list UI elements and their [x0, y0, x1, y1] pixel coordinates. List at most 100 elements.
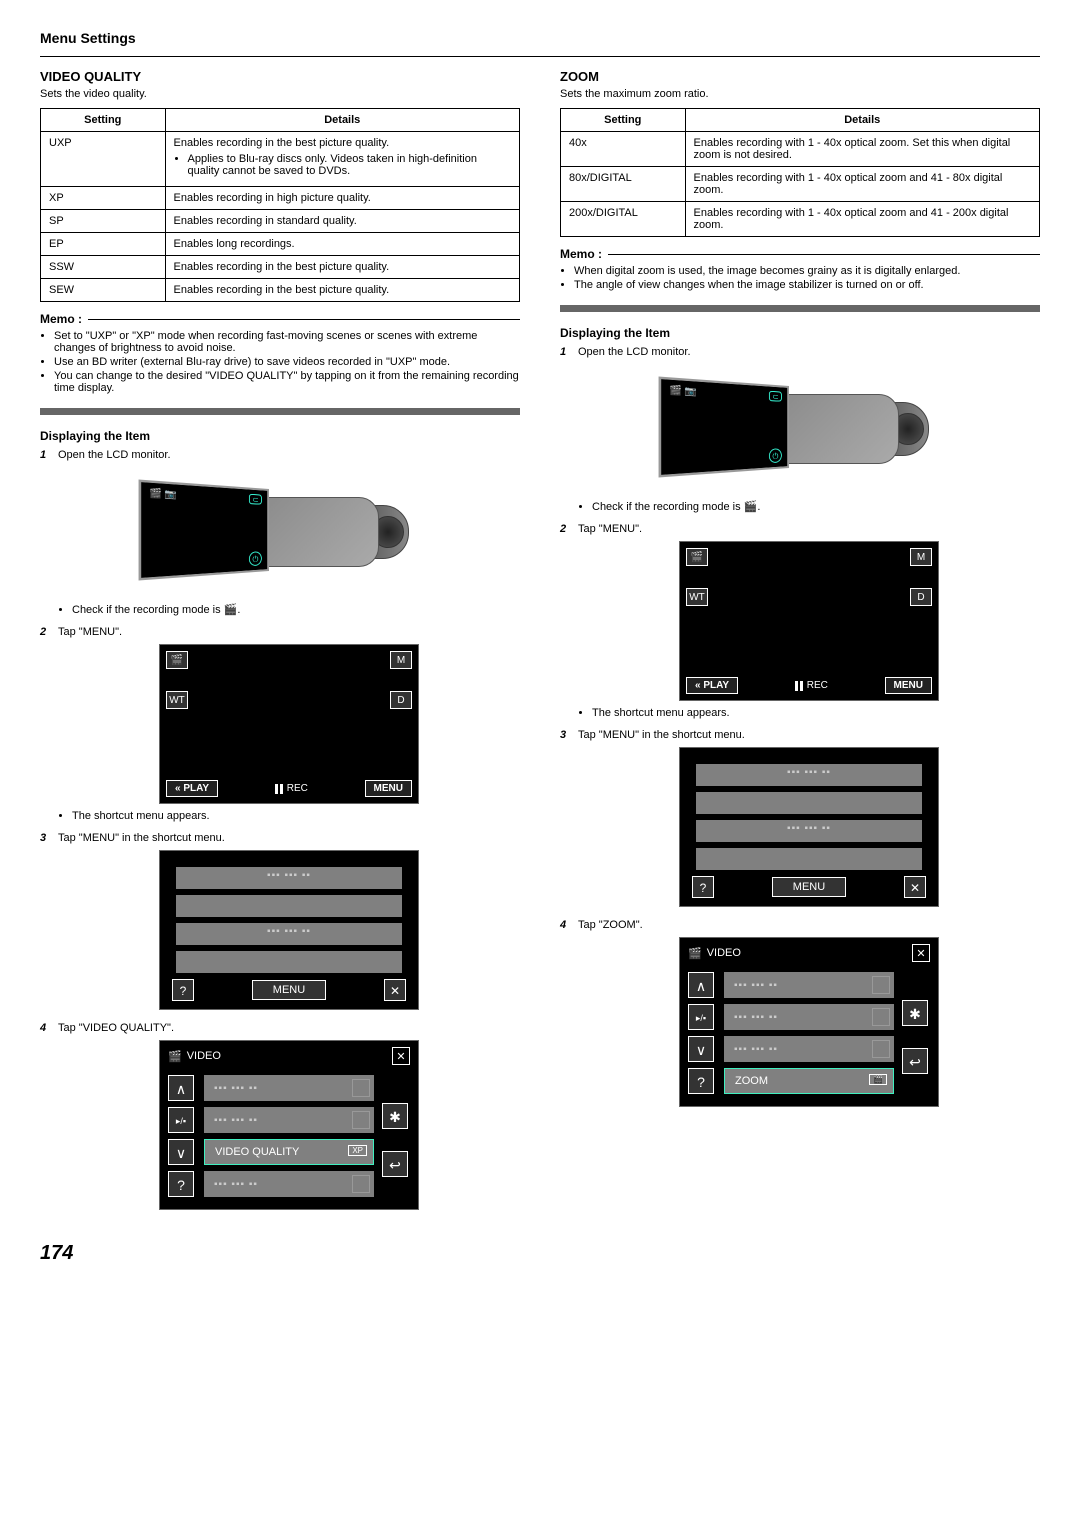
- video-icon[interactable]: 🎬: [166, 651, 188, 669]
- video-mode-icon: 🎬: [224, 604, 238, 616]
- page-number: 174: [40, 1242, 1040, 1265]
- cell-details: Enables recording with 1 - 40x optical z…: [685, 167, 1039, 202]
- menu-row[interactable]: [696, 848, 922, 870]
- cell-setting: UXP: [41, 132, 166, 187]
- step-number: 4: [40, 1022, 58, 1216]
- step-sub: Check if the recording mode is 🎬.: [72, 603, 520, 616]
- shortcut-screen: ▪▪▪ ▪▪▪ ▪▪ ▪▪▪ ▪▪▪ ▪▪ ? MENU ✕: [159, 850, 419, 1010]
- close-button[interactable]: ✕: [392, 1047, 410, 1065]
- menu-item[interactable]: ▪▪▪ ▪▪▪ ▪▪: [204, 1107, 374, 1133]
- menu-item[interactable]: ▪▪▪ ▪▪▪ ▪▪: [204, 1075, 374, 1101]
- close-button[interactable]: ✕: [904, 876, 926, 898]
- camcorder-figure: 🎬 📷 ⊂ ⏻: [149, 467, 429, 597]
- section-divider: [40, 408, 520, 415]
- menu-screen: 🎬 M WT D PLAY REC MENU: [679, 541, 939, 701]
- vq-intro: Sets the video quality.: [40, 88, 520, 100]
- zoom-table: Setting Details 40xEnables recording wit…: [560, 108, 1040, 237]
- step-number: 1: [560, 346, 578, 517]
- cell-setting: SSW: [41, 256, 166, 279]
- help-button[interactable]: ?: [692, 876, 714, 898]
- cell-setting: EP: [41, 233, 166, 256]
- menu-button[interactable]: MENU: [772, 877, 846, 897]
- cell-details: Enables long recordings.: [165, 233, 519, 256]
- steps-list: 1 Open the LCD monitor. 🎬 📷 ⊂ ⏻: [40, 449, 520, 1216]
- zoom-title: ZOOM: [560, 69, 1040, 84]
- cell-details: Enables recording with 1 - 40x optical z…: [685, 202, 1039, 237]
- up-button[interactable]: ∧: [688, 972, 714, 998]
- memo-rule: [608, 254, 1040, 255]
- play-button[interactable]: PLAY: [686, 677, 738, 694]
- power-button-icon: ⏻: [769, 448, 782, 463]
- down-button[interactable]: ∨: [688, 1036, 714, 1062]
- menu-item[interactable]: ▪▪▪ ▪▪▪ ▪▪: [724, 1004, 894, 1030]
- back-button[interactable]: ↩: [382, 1151, 408, 1177]
- play-pause-button[interactable]: ▸/▪: [168, 1107, 194, 1133]
- menu-button[interactable]: MENU: [365, 780, 412, 797]
- d-button[interactable]: D: [390, 691, 412, 709]
- menu-row[interactable]: ▪▪▪ ▪▪▪ ▪▪: [176, 867, 402, 889]
- menu-item[interactable]: ▪▪▪ ▪▪▪ ▪▪: [724, 972, 894, 998]
- menu-row[interactable]: ▪▪▪ ▪▪▪ ▪▪: [176, 923, 402, 945]
- cell-setting: 40x: [561, 132, 686, 167]
- menu-row[interactable]: [696, 792, 922, 814]
- sub-text: Check if the recording mode is: [592, 501, 744, 513]
- step-number: 2: [40, 626, 58, 826]
- help-button[interactable]: ?: [168, 1171, 194, 1197]
- title-text: VIDEO: [707, 947, 741, 959]
- back-button[interactable]: ↩: [902, 1048, 928, 1074]
- vq-title: VIDEO QUALITY: [40, 69, 520, 84]
- settings-button[interactable]: ✱: [902, 1000, 928, 1026]
- cell-setting: XP: [41, 187, 166, 210]
- menu-button[interactable]: MENU: [252, 980, 326, 1000]
- step-sub: The shortcut menu appears.: [72, 810, 520, 822]
- menu-row[interactable]: ▪▪▪ ▪▪▪ ▪▪: [696, 764, 922, 786]
- play-pause-button[interactable]: ▸/▪: [688, 1004, 714, 1030]
- step-sub: Check if the recording mode is 🎬.: [592, 500, 1040, 513]
- menu-row[interactable]: [176, 895, 402, 917]
- menu-item-video-quality[interactable]: VIDEO QUALITYXP: [204, 1139, 374, 1165]
- memo-label: Memo :: [560, 247, 602, 261]
- page-header: Menu Settings: [40, 30, 1040, 46]
- menu-row[interactable]: [176, 951, 402, 973]
- step-text: Tap "ZOOM".: [578, 919, 1040, 931]
- step-number: 3: [40, 832, 58, 1016]
- memo-list: Set to "UXP" or "XP" mode when recording…: [40, 330, 520, 394]
- wt-button[interactable]: WT: [166, 691, 188, 709]
- wt-button[interactable]: WT: [686, 588, 708, 606]
- memo-rule: [88, 319, 520, 320]
- help-button[interactable]: ?: [688, 1068, 714, 1094]
- video-icon[interactable]: 🎬: [686, 548, 708, 566]
- cell-setting: 200x/DIGITAL: [561, 202, 686, 237]
- video-mode-icon: 🎬: [744, 501, 758, 513]
- m-button[interactable]: M: [910, 548, 932, 566]
- display-title: Displaying the Item: [560, 326, 1040, 340]
- up-button[interactable]: ∧: [168, 1075, 194, 1101]
- rec-label: REC: [807, 680, 828, 691]
- menu-item[interactable]: ▪▪▪ ▪▪▪ ▪▪: [724, 1036, 894, 1062]
- left-column: VIDEO QUALITY Sets the video quality. Se…: [40, 69, 520, 1222]
- play-button[interactable]: PLAY: [166, 780, 218, 797]
- cell-details: Enables recording in the best picture qu…: [165, 279, 519, 302]
- cell-setting: SP: [41, 210, 166, 233]
- help-button[interactable]: ?: [172, 979, 194, 1001]
- video-icon: 🎬: [168, 1050, 182, 1063]
- item-label: ZOOM: [735, 1075, 768, 1087]
- video-icon: 🎬: [688, 947, 702, 960]
- menu-row[interactable]: ▪▪▪ ▪▪▪ ▪▪: [696, 820, 922, 842]
- m-button[interactable]: M: [390, 651, 412, 669]
- menu-item-zoom[interactable]: ZOOM🎬: [724, 1068, 894, 1094]
- sub-text: Check if the recording mode is: [72, 604, 224, 616]
- close-button[interactable]: ✕: [384, 979, 406, 1001]
- step-text: Tap "MENU".: [578, 523, 1040, 535]
- step-text: Tap "MENU" in the shortcut menu.: [58, 832, 520, 844]
- close-button[interactable]: ✕: [912, 944, 930, 962]
- video-icon: 🎬 📷: [149, 488, 177, 500]
- menu-button[interactable]: MENU: [885, 677, 932, 694]
- memo-header: Memo :: [40, 312, 520, 326]
- settings-button[interactable]: ✱: [382, 1103, 408, 1129]
- menu-item[interactable]: ▪▪▪ ▪▪▪ ▪▪: [204, 1171, 374, 1197]
- header-rule: [40, 56, 1040, 57]
- down-button[interactable]: ∨: [168, 1139, 194, 1165]
- rec-indicator: REC: [795, 680, 828, 691]
- d-button[interactable]: D: [910, 588, 932, 606]
